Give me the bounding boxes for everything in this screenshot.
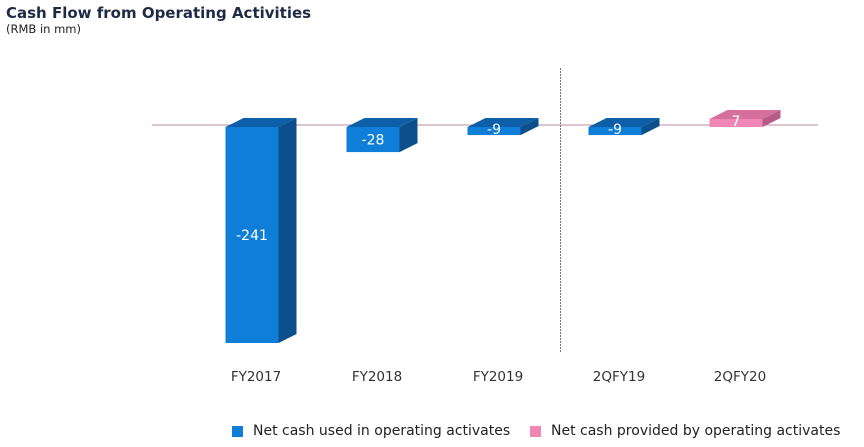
data-label-FY2019: -9	[487, 122, 501, 138]
chart-title: Cash Flow from Operating Activities	[6, 4, 312, 22]
bar-2QFY19	[588, 127, 642, 136]
bar-side-FY2017	[278, 118, 297, 343]
category-label-FY2018: FY2018	[352, 369, 402, 385]
bar-top-2QFY20	[709, 110, 781, 119]
chart-subtitle: (RMB in mm)	[6, 22, 81, 36]
data-label-2QFY20: 7	[732, 114, 741, 130]
legend-swatch-used	[232, 425, 243, 437]
bar-top-FY2017	[225, 118, 297, 127]
bar-side-FY2018	[399, 118, 418, 153]
bar-FY2018	[346, 127, 400, 153]
bar-side-FY2019	[520, 118, 539, 136]
category-label-FY2017: FY2017	[231, 369, 281, 385]
data-label-FY2017: -241	[236, 228, 268, 244]
legend-label-used: Net cash used in operating activates	[253, 423, 511, 439]
legend-item-used: Net cash used in operating activates	[232, 423, 510, 439]
bar-side-2QFY20	[762, 110, 781, 127]
legend-swatch-provided	[530, 425, 541, 437]
legend-item-provided: Net cash provided by operating activates	[530, 423, 840, 439]
bar-FY2017	[225, 127, 279, 343]
data-label-FY2018: -28	[362, 133, 385, 149]
legend-label-provided: Net cash provided by operating activates	[551, 423, 841, 439]
bar-side-2QFY19	[641, 118, 660, 136]
category-label-FY2019: FY2019	[473, 369, 523, 385]
category-label-2QFY19: 2QFY19	[593, 369, 645, 385]
bar-top-FY2019	[467, 118, 539, 127]
bar-top-FY2018	[346, 118, 418, 127]
category-label-2QFY20: 2QFY20	[714, 369, 766, 385]
bar-2QFY20	[709, 119, 763, 127]
bar-FY2019	[467, 127, 521, 136]
data-label-2QFY19: -9	[608, 122, 622, 138]
bar-top-2QFY19	[588, 118, 660, 127]
